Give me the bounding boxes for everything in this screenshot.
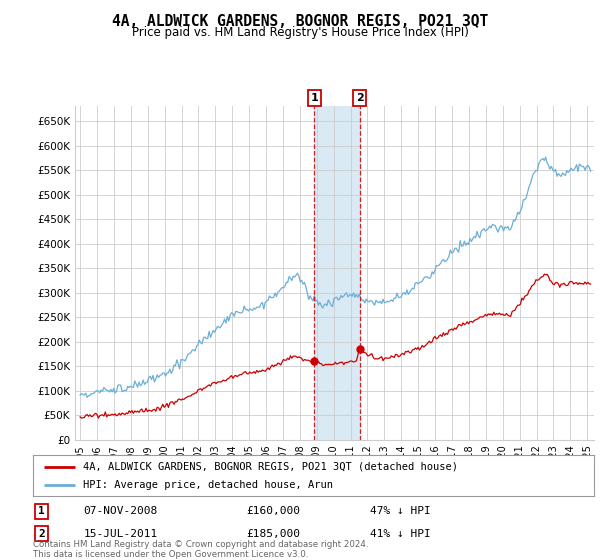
Text: 1: 1 [310, 93, 318, 103]
Text: 1: 1 [38, 506, 45, 516]
Text: £160,000: £160,000 [246, 506, 300, 516]
Text: Contains HM Land Registry data © Crown copyright and database right 2024.
This d: Contains HM Land Registry data © Crown c… [33, 540, 368, 559]
Text: 47% ↓ HPI: 47% ↓ HPI [370, 506, 430, 516]
Text: 2: 2 [356, 93, 364, 103]
Text: 41% ↓ HPI: 41% ↓ HPI [370, 529, 430, 539]
Text: HPI: Average price, detached house, Arun: HPI: Average price, detached house, Arun [83, 480, 334, 489]
Text: 07-NOV-2008: 07-NOV-2008 [83, 506, 158, 516]
Text: 4A, ALDWICK GARDENS, BOGNOR REGIS, PO21 3QT: 4A, ALDWICK GARDENS, BOGNOR REGIS, PO21 … [112, 14, 488, 29]
Text: 15-JUL-2011: 15-JUL-2011 [83, 529, 158, 539]
Bar [314, 106, 359, 440]
Text: 2: 2 [38, 529, 45, 539]
Text: Price paid vs. HM Land Registry's House Price Index (HPI): Price paid vs. HM Land Registry's House … [131, 26, 469, 39]
Text: 4A, ALDWICK GARDENS, BOGNOR REGIS, PO21 3QT (detached house): 4A, ALDWICK GARDENS, BOGNOR REGIS, PO21 … [83, 461, 458, 472]
Text: £185,000: £185,000 [246, 529, 300, 539]
